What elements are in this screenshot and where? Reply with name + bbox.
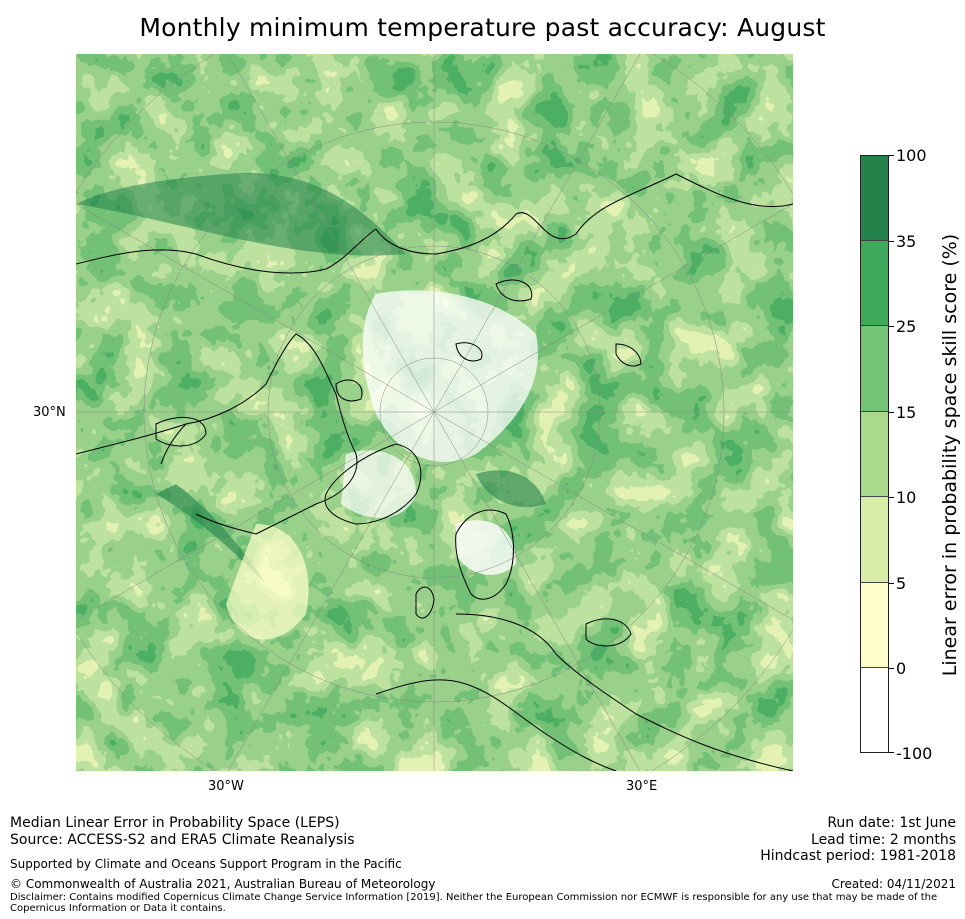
colorbar-tick (889, 668, 894, 669)
colorbar-tick (889, 326, 894, 327)
footer-support: Supported by Climate and Oceans Support … (10, 857, 402, 871)
colorbar-tick-label: 5 (896, 574, 907, 593)
colorbar-tick (889, 752, 894, 753)
colorbar-segment (860, 155, 889, 241)
colorbar-tick-label: 100 (896, 146, 927, 165)
footer-source: Source: ACCESS-S2 and ERA5 Climate Reana… (10, 832, 355, 848)
footer-disclaimer: Disclaimer: Contains modified Copernicus… (10, 892, 938, 914)
colorbar-tick (889, 412, 894, 413)
low-skill-region (226, 524, 309, 640)
skill-score-map (76, 54, 793, 771)
high-skill-region (156, 484, 266, 584)
colorbar-tick-label: 35 (896, 232, 917, 251)
footer-hindcast: Hindcast period: 1981-2018 (760, 848, 956, 864)
colorbar-label: Linear error in probability space skill … (939, 233, 961, 677)
colorbar-tick-label: 10 (896, 488, 917, 507)
colorbar-tick (889, 583, 894, 584)
colorbar-tick (889, 155, 894, 156)
footer-run-date: Run date: 1st June (827, 815, 956, 831)
map-svg (76, 54, 793, 771)
low-skill-region (341, 450, 416, 518)
colorbar-tick-label: 0 (896, 659, 907, 678)
high-skill-region (476, 470, 546, 508)
colorbar (860, 155, 889, 753)
footer-lead-time: Lead time: 2 months (811, 832, 956, 848)
colorbar-tick-label: 15 (896, 403, 917, 422)
graticule (76, 54, 793, 771)
colorbar-tick (889, 497, 894, 498)
colorbar-segment (860, 326, 889, 412)
colorbar-tick (889, 241, 894, 242)
colorbar-segment (860, 241, 889, 326)
coastlines (76, 173, 793, 771)
colorbar-frame (860, 155, 889, 753)
footer-method: Median Linear Error in Probability Space… (10, 815, 340, 831)
low-skill-region (456, 520, 516, 575)
high-skill-region (76, 172, 406, 256)
low-skill-region (362, 290, 538, 462)
footer-created: Created: 04/11/2021 (831, 877, 956, 891)
colorbar-segment (860, 412, 889, 497)
page-title: Monthly minimum temperature past accurac… (139, 13, 826, 42)
lon-label-30w: 30°W (208, 779, 244, 794)
colorbar-tick-label: -100 (896, 744, 933, 763)
colorbar-tick-label: 25 (896, 317, 917, 336)
footer-copyright: © Commonwealth of Australia 2021, Austra… (10, 877, 436, 891)
lon-label-30e: 30°E (626, 779, 658, 794)
lat-label-30n: 30°N (33, 405, 66, 420)
colorbar-segment (860, 668, 889, 753)
colorbar-segment (860, 583, 889, 668)
colorbar-segment (860, 497, 889, 583)
